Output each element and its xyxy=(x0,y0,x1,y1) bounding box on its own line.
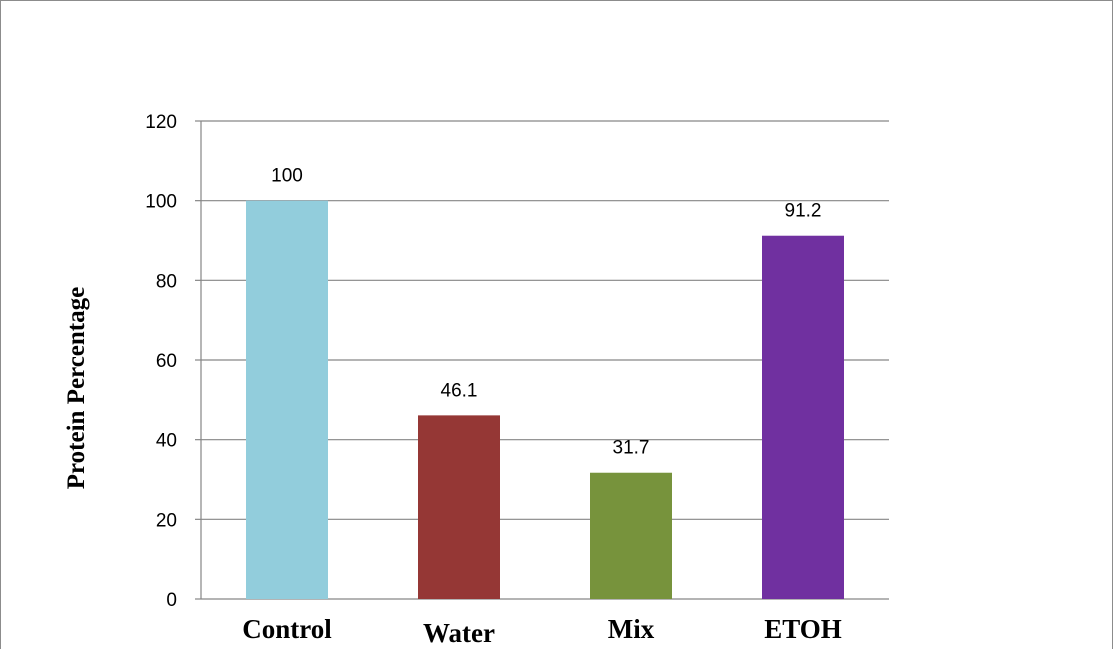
y-tick-label-120: 120 xyxy=(145,112,177,133)
y-tick-label-0: 0 xyxy=(166,590,177,611)
y-axis-title: Protein Percentage xyxy=(63,287,90,489)
category-label-water: Water xyxy=(423,618,495,648)
data-labels: 100 46.1 31.7 91.2 xyxy=(271,166,821,459)
data-label-etoh: 91.2 xyxy=(785,201,822,222)
category-label-etoh: ETOH xyxy=(764,614,842,644)
category-labels: Control Water Mix ETOH xyxy=(242,614,842,648)
data-label-water: 46.1 xyxy=(441,380,478,401)
y-tick-label-40: 40 xyxy=(156,431,177,452)
category-label-mix: Mix xyxy=(608,614,655,644)
y-tick-label-20: 20 xyxy=(156,510,177,531)
category-label-control: Control xyxy=(242,614,332,644)
bar-etoh xyxy=(762,235,844,599)
y-tick-label-80: 80 xyxy=(156,271,177,292)
y-tick-labels: 0 20 40 60 80 100 120 xyxy=(145,112,177,611)
y-tick-label-100: 100 xyxy=(145,192,177,213)
y-tick-label-60: 60 xyxy=(156,351,177,372)
bar-mix xyxy=(590,472,672,599)
bar-control xyxy=(246,200,328,599)
bars xyxy=(246,200,844,599)
data-label-control: 100 xyxy=(271,166,303,187)
bar-water xyxy=(418,415,500,599)
data-label-mix: 31.7 xyxy=(613,438,650,459)
